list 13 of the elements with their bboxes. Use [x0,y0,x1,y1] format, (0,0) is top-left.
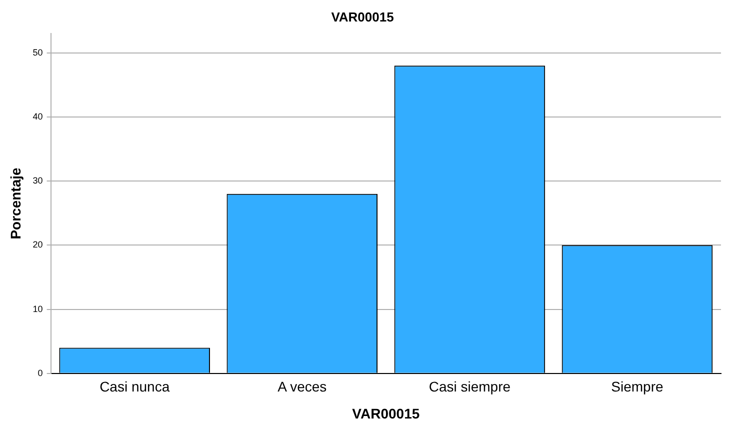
y-tick-label: 10 [32,304,43,314]
y-axis-title: Porcentaje [7,167,24,240]
y-tick-label: 50 [32,47,43,58]
x-tick-label: Siempre [611,378,664,395]
y-tick-label: 0 [38,368,43,378]
y-tick-label: 40 [32,111,43,122]
x-axis-title: VAR00015 [352,405,420,422]
x-tick-label: Casi siempre [428,378,511,395]
y-tick-label: 30 [32,176,43,186]
x-tick-label: Casi nunca [100,378,170,395]
x-tick-label: A veces [278,378,327,395]
chart-title: VAR00015 [331,9,394,24]
y-tick-label: 20 [32,240,43,250]
